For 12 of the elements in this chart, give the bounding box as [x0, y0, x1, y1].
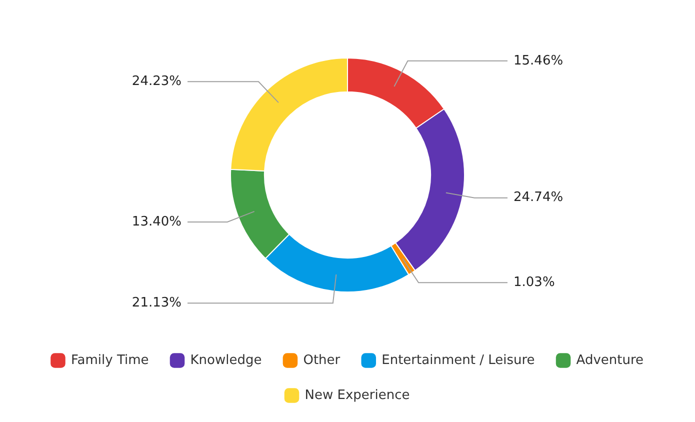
legend-label: Knowledge [190, 352, 262, 368]
data-label: 24.74% [514, 190, 564, 206]
data-label: 1.03% [514, 275, 555, 290]
legend-label: Entertainment / Leisure [382, 352, 535, 368]
legend-label: New Experience [304, 388, 410, 403]
data-label: 13.40% [132, 214, 182, 230]
data-label: 24.23% [132, 74, 182, 89]
legend-label: Family Time [70, 352, 149, 368]
data-label: 21.13% [132, 296, 182, 311]
legend-label: Other [303, 352, 341, 368]
legend-label: Adventure [576, 352, 644, 368]
data-label: 15.46% [514, 53, 564, 68]
